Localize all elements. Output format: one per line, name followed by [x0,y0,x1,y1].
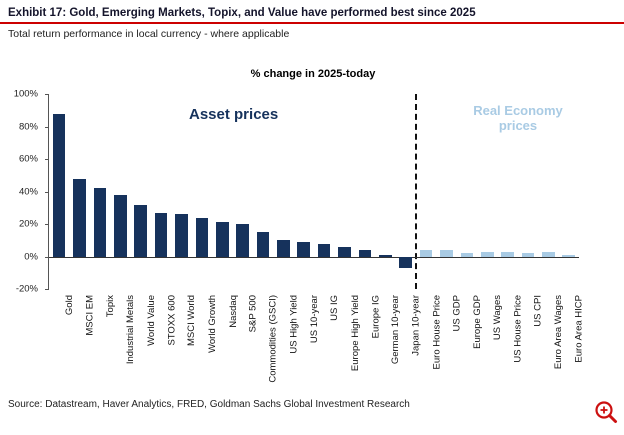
bar [521,253,535,257]
x-tick-label: S&P 500 [247,295,259,333]
x-tick-label: Europe High Yield [349,295,361,372]
zero-axis-line [49,256,579,258]
exhibit-header: Exhibit 17: Gold, Emerging Markets, Topi… [0,0,624,24]
bar [236,224,249,257]
y-tick-mark [45,159,49,160]
x-tick-label: Euro House Price [431,295,443,370]
bar [154,212,168,257]
chart-title: % change in 2025-today [250,68,376,80]
x-tick-label: US 10-year [308,295,320,344]
bar [93,188,107,257]
zoom-icon[interactable] [594,400,618,424]
bar [256,232,270,257]
y-tick-mark [45,94,49,95]
x-tick-label: Japan 10-year [410,295,422,356]
bar [440,250,453,257]
bar [358,250,372,257]
y-tick-label: 100% [13,88,38,100]
bar [215,222,229,257]
x-tick-label: US GDP [451,295,463,332]
y-axis: 100% 80% 60% 40% 20% 0% -20% [0,89,46,295]
bar [114,194,127,257]
x-tick-label: US CPI [533,295,545,327]
bar-chart: % change in 2025-today 100% 80% 60% 40% 20% 0… [0,58,624,390]
x-tick-label: STOXX 600 [166,295,178,346]
exhibit-subtitle: Total return performance in local curren… [8,28,290,40]
plot-area: Asset prices Real Economy prices [45,94,579,290]
bar [419,250,433,257]
x-tick-label: MSCI EM [84,295,96,336]
real-economy-prices-label: Real Economy prices [473,103,563,133]
exhibit-title: Exhibit 17: Gold, Emerging Markets, Topi… [8,7,476,19]
y-tick-label: 0% [24,251,38,262]
bar [399,256,413,268]
y-tick-mark [45,191,49,193]
x-tick-label: US Wages [492,295,504,341]
x-tick-label: Industrial Metals [125,295,137,365]
x-tick-label: US IG [329,295,341,321]
bar [134,204,148,257]
bar [501,251,514,257]
y-tick-mark [45,289,49,290]
x-tick-label: MSCI World [186,295,198,347]
bar [480,251,494,257]
x-tick-label: World Value [145,295,157,346]
x-tick-label: Euro Area HICP [573,295,585,363]
bar [379,254,392,257]
bar [277,240,290,257]
bar [317,243,331,257]
y-tick-label: 80% [18,121,38,132]
x-tick-label: Gold [64,295,76,316]
bar [175,214,188,257]
x-tick-label: Nasdaq [227,295,239,328]
x-tick-label: Commodities (GSCI) [268,295,280,383]
y-tick-label: -20% [15,283,38,295]
source-note: Source: Datastream, Haver Analytics, FRE… [8,399,410,410]
y-tick-label: 40% [18,186,38,197]
bar [73,178,86,257]
bar [52,113,66,257]
bar [460,253,474,257]
x-tick-label: German 10-year [390,295,402,365]
x-tick-label: Topix [104,295,116,318]
bar [195,217,209,257]
magnifier-glyph [595,401,617,423]
x-tick-label: World Growth [206,295,218,353]
x-tick-label: US House Price [512,295,524,363]
y-tick-mark [45,126,49,128]
y-tick-label: 20% [18,218,38,230]
x-tick-label: Euro Area Wages [553,295,565,370]
y-tick-mark [45,224,49,225]
x-tick-label: US High Yield [288,295,300,354]
x-axis-labels: Gold MSCI EM Topix Industrial Metals World V… [48,292,585,390]
y-tick-mark [45,256,49,258]
asset-prices-label: Asset prices [189,106,279,123]
y-tick-label: 60% [18,153,38,165]
bar [338,246,351,257]
x-tick-label: Europe IG [369,295,381,339]
bar [562,254,576,257]
bar [297,241,311,257]
asset-real-divider-line [414,94,417,289]
bar [542,251,555,257]
x-tick-label: Europe GDP [471,295,483,349]
